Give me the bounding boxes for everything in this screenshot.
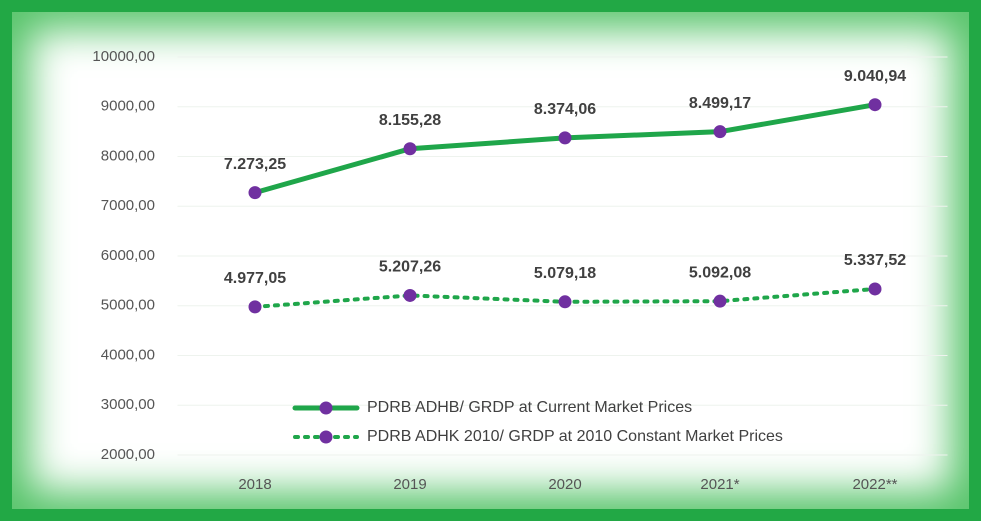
- data-label: 8.499,17: [689, 95, 751, 112]
- y-tick-label: 4000,00: [101, 346, 155, 363]
- y-tick-label: 7000,00: [101, 197, 155, 214]
- data-label: 8.374,06: [534, 101, 596, 118]
- y-tick-label: 10000,00: [92, 48, 155, 65]
- marker: [558, 131, 572, 145]
- legend-marker: [319, 430, 333, 444]
- legend-marker: [319, 401, 333, 415]
- marker: [868, 282, 882, 296]
- data-label: 4.977,05: [224, 270, 286, 287]
- legend-label: PDRB ADHB/ GRDP at Current Market Prices: [367, 399, 692, 416]
- marker: [868, 98, 882, 112]
- y-tick-label: 8000,00: [101, 147, 155, 164]
- data-label: 8.155,28: [379, 112, 441, 129]
- legend-label: PDRB ADHK 2010/ GRDP at 2010 Constant Ma…: [367, 428, 783, 445]
- marker: [558, 295, 572, 309]
- y-tick-label: 3000,00: [101, 396, 155, 413]
- marker: [403, 142, 417, 156]
- x-tick-label: 2022**: [852, 476, 897, 493]
- chart-area: [12, 12, 969, 509]
- x-tick-label: 2019: [393, 476, 426, 493]
- marker: [248, 186, 262, 200]
- data-label: 5.337,52: [844, 252, 906, 269]
- data-label: 5.079,18: [534, 265, 596, 282]
- x-tick-label: 2021*: [700, 476, 739, 493]
- x-tick-label: 2020: [548, 476, 581, 493]
- y-tick-label: 9000,00: [101, 98, 155, 115]
- marker: [248, 300, 262, 314]
- data-label: 7.273,25: [224, 156, 286, 173]
- data-label: 5.092,08: [689, 264, 751, 281]
- data-label: 9.040,94: [844, 68, 906, 85]
- y-tick-label: 6000,00: [101, 247, 155, 264]
- marker: [403, 288, 417, 302]
- marker: [713, 294, 727, 308]
- y-tick-label: 5000,00: [101, 297, 155, 314]
- marker: [713, 125, 727, 139]
- y-tick-label: 2000,00: [101, 446, 155, 463]
- x-tick-label: 2018: [238, 476, 271, 493]
- data-label: 5.207,26: [379, 259, 441, 276]
